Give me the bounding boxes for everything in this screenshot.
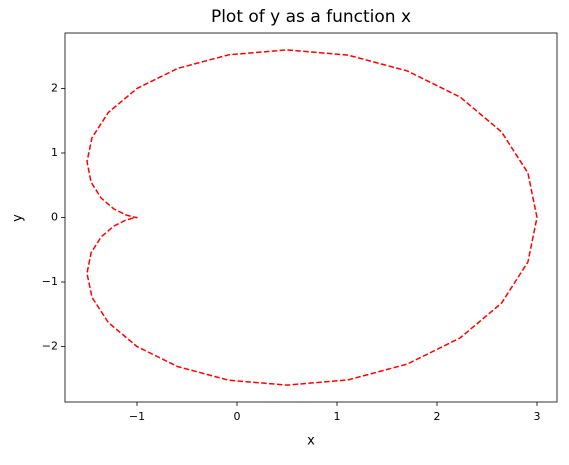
y-axis-label: y bbox=[11, 214, 26, 222]
y-tick-label: 2 bbox=[51, 81, 58, 94]
x-tick-label: 3 bbox=[534, 410, 541, 423]
x-tick-label: 2 bbox=[434, 410, 441, 423]
y-tick-label: −2 bbox=[42, 340, 58, 353]
chart-title: Plot of y as a function x bbox=[211, 7, 411, 27]
x-axis-label: x bbox=[307, 434, 315, 449]
y-tick-label: 0 bbox=[51, 211, 58, 224]
y-tick-label: −1 bbox=[42, 275, 58, 288]
curve bbox=[86, 49, 538, 386]
x-tick-label: 1 bbox=[334, 410, 341, 423]
x-tick-label: 0 bbox=[234, 410, 241, 423]
y-tick-label: 1 bbox=[51, 146, 58, 159]
x-tick-label: −1 bbox=[129, 410, 145, 423]
